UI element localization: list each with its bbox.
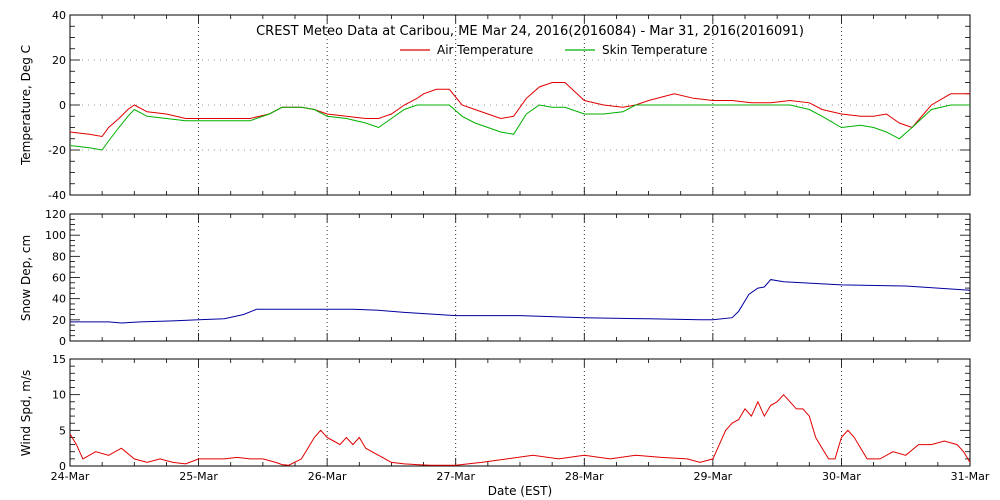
air-temperature-series-line — [69, 82, 970, 138]
x-tick-label: 29-Mar — [693, 470, 732, 483]
skin-temperature-series-line — [69, 104, 970, 151]
snow-depth-y-tick-label: 20 — [52, 314, 66, 327]
legend-air-label: Air Temperature — [437, 43, 533, 57]
x-tick-label: 24-Mar — [51, 470, 90, 483]
wind-speed-panel: 0 5 10 15 24-Mar 25-Mar 26-Mar 27-Mar 28-Mar 29-M… — [51, 353, 990, 483]
temperature-y-tick-label: 20 — [52, 54, 66, 67]
x-tick-label: 25-Mar — [179, 470, 218, 483]
x-tick-label: 27-Mar — [436, 470, 475, 483]
snow-depth-series-line — [70, 279, 971, 324]
snow-depth-frame — [69, 213, 971, 342]
snow-depth-y-tick-label: 0 — [59, 335, 66, 348]
wind-speed-y-tick-label: 10 — [52, 389, 66, 402]
temperature-axis-label: Temperature, Deg C — [19, 45, 33, 166]
chart-title: CREST Meteo Data at Caribou, ME Mar 24, … — [256, 24, 804, 39]
temperature-panel: -40 -20 0 20 40 — [48, 9, 971, 202]
x-tick-label: 28-Mar — [565, 470, 604, 483]
snow-depth-y-tick-label: 100 — [45, 229, 66, 242]
wind-speed-frame — [69, 358, 971, 467]
x-tick-label: 31-Mar — [951, 470, 990, 483]
snow-depth-y-tick-label: 60 — [52, 272, 66, 285]
temperature-y-tick-label: 40 — [52, 9, 66, 22]
wind-speed-axis-label: Wind Spd, m/s — [19, 370, 33, 456]
temperature-y-tick-label: -40 — [48, 189, 66, 202]
legend: Air Temperature Skin Temperature — [400, 43, 707, 57]
temperature-y-tick-label: -20 — [48, 144, 66, 157]
wind-speed-y-tick-label: 0 — [59, 460, 66, 473]
x-tick-label: 30-Mar — [822, 470, 861, 483]
legend-skin-label: Skin Temperature — [602, 43, 707, 57]
x-axis-label: Date (EST) — [488, 484, 552, 498]
snow-depth-panel: 0 20 40 60 80 100 120 — [45, 208, 971, 348]
wind-speed-y-tick-label: 5 — [59, 424, 66, 437]
snow-depth-y-tick-label: 40 — [52, 293, 66, 306]
wind-speed-series-line — [69, 393, 971, 466]
wind-speed-y-tick-label: 15 — [52, 353, 66, 366]
temperature-y-tick-label: 0 — [59, 99, 66, 112]
snow-depth-axis-label: Snow Dep, cm — [19, 235, 33, 321]
x-tick-label: 26-Mar — [308, 470, 347, 483]
snow-depth-y-tick-label: 120 — [45, 208, 66, 221]
snow-depth-y-tick-label: 80 — [52, 250, 66, 263]
